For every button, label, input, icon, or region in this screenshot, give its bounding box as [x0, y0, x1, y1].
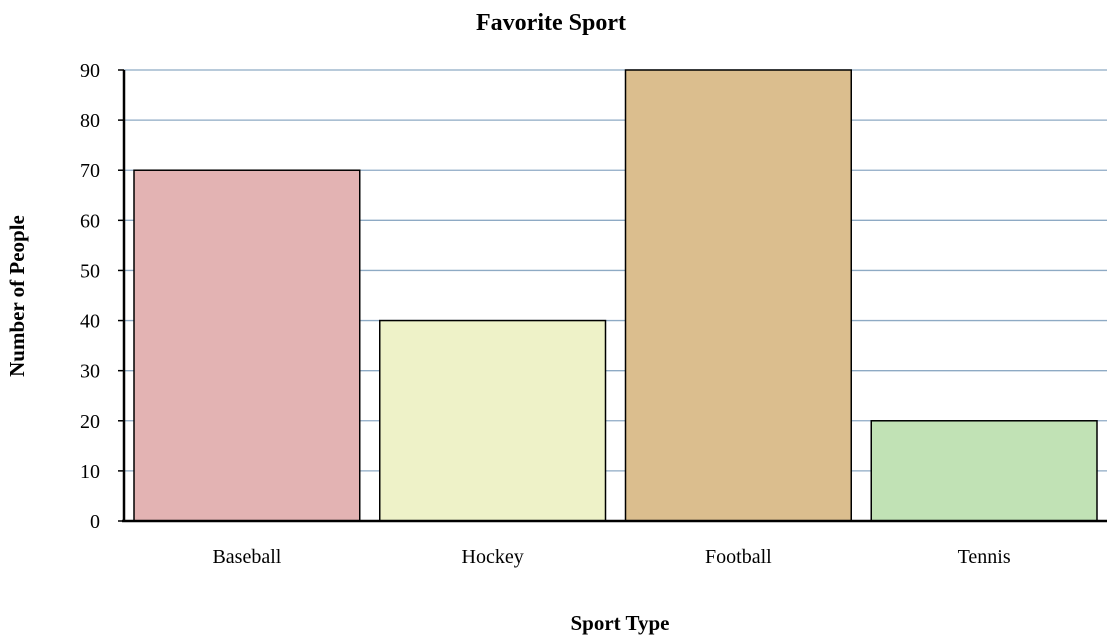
- x-tick-label: Tennis: [958, 546, 1011, 568]
- y-tick-label: 90: [80, 60, 100, 82]
- bar-hockey: [379, 319, 607, 522]
- x-tick-label: Hockey: [462, 546, 524, 568]
- bar-tennis: [870, 420, 1098, 522]
- y-tick-label: 20: [80, 411, 100, 433]
- y-tick-label: 50: [80, 260, 100, 282]
- bars: [133, 69, 1098, 522]
- y-tick-label: 10: [80, 461, 100, 483]
- x-axis-title: Sport Type: [571, 611, 670, 635]
- y-tick-label: 30: [80, 361, 100, 383]
- y-tick-label: 60: [80, 210, 100, 232]
- bar-baseball: [133, 169, 361, 522]
- x-tick-labels: Baseball Hockey Football Tennis: [212, 546, 1010, 568]
- y-tick-label: 80: [80, 110, 100, 132]
- x-tick-label: Football: [705, 546, 772, 568]
- bar-football: [624, 69, 852, 522]
- y-tick-label: 0: [90, 511, 100, 533]
- axes: [122, 70, 1107, 523]
- y-tick-label: 40: [80, 311, 100, 333]
- x-tick-label: Baseball: [212, 546, 281, 568]
- chart-title: Favorite Sport: [476, 10, 626, 36]
- y-axis-title: Number of People: [5, 215, 29, 377]
- y-tick-labels: 0 10 20 30 40 50 60 70 80 90: [80, 60, 124, 533]
- y-tick-label: 70: [80, 160, 100, 182]
